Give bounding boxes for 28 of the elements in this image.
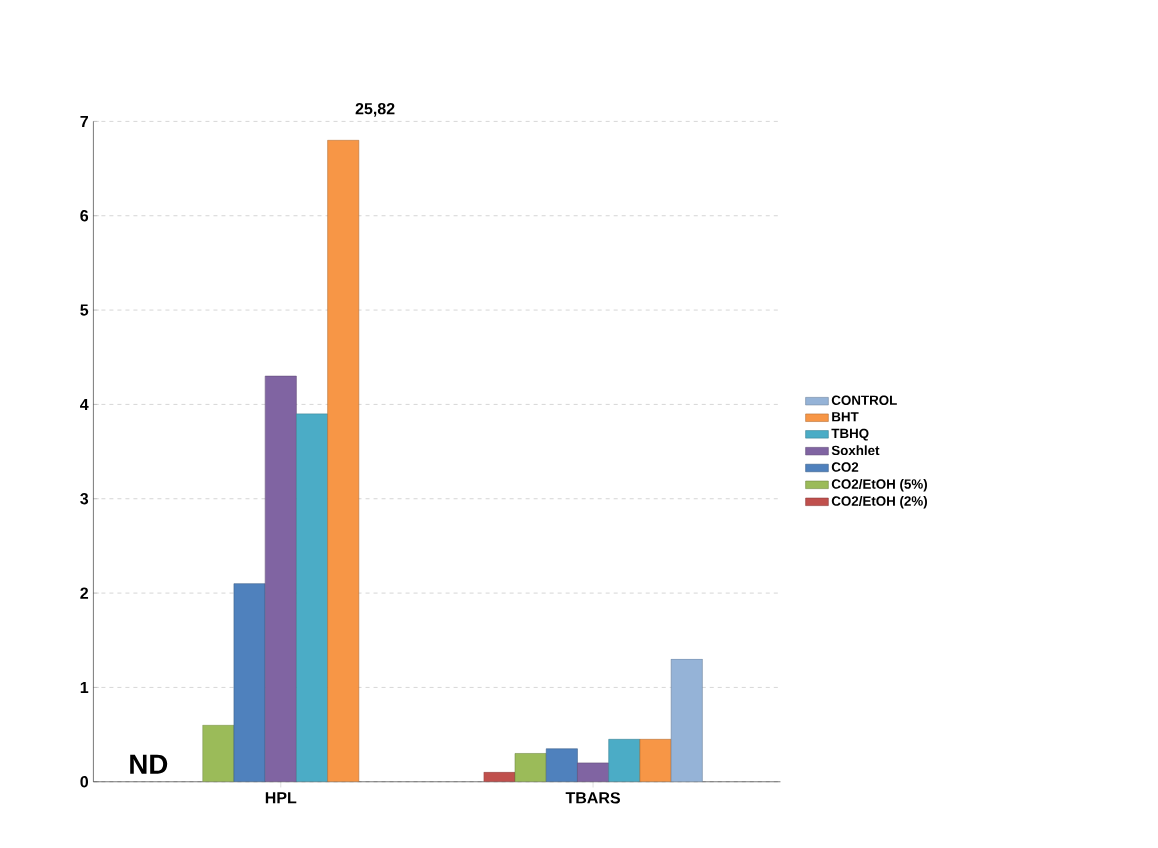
y-tick-label: 1 — [80, 681, 89, 693]
bar — [233, 583, 266, 782]
y-tick-label: 5 — [80, 304, 89, 316]
annotation: ND — [130, 754, 168, 774]
legend-label: CONTROL — [831, 395, 897, 405]
bar — [202, 724, 235, 782]
bar — [514, 752, 547, 782]
legend-label: BHT — [832, 411, 859, 422]
bar — [639, 738, 672, 782]
y-tick-label: 2 — [80, 587, 89, 599]
bar — [608, 738, 641, 782]
legend-label: TBHQ — [831, 428, 869, 441]
y-tick-label: 6 — [80, 209, 89, 222]
x-tick-label: TBARS — [565, 791, 620, 804]
bar — [264, 375, 297, 782]
y-tick-label: 3 — [80, 492, 89, 505]
legend-label: CO2/EtOH (5%) — [831, 478, 927, 492]
x-tick-label: HPL — [265, 791, 297, 803]
bar — [545, 748, 578, 782]
bar — [296, 413, 328, 782]
text: 25,82 — [355, 102, 395, 117]
legend-label: CO2 — [831, 462, 859, 472]
legend-label: CO2/EtOH (2%) — [831, 495, 927, 509]
legend-label: Soxhlet — [831, 445, 880, 455]
y-tick-label: 4 — [80, 398, 89, 410]
y-tick-label: 7 — [80, 115, 88, 127]
y-tick-label: 0 — [80, 775, 89, 788]
bar — [327, 139, 360, 782]
